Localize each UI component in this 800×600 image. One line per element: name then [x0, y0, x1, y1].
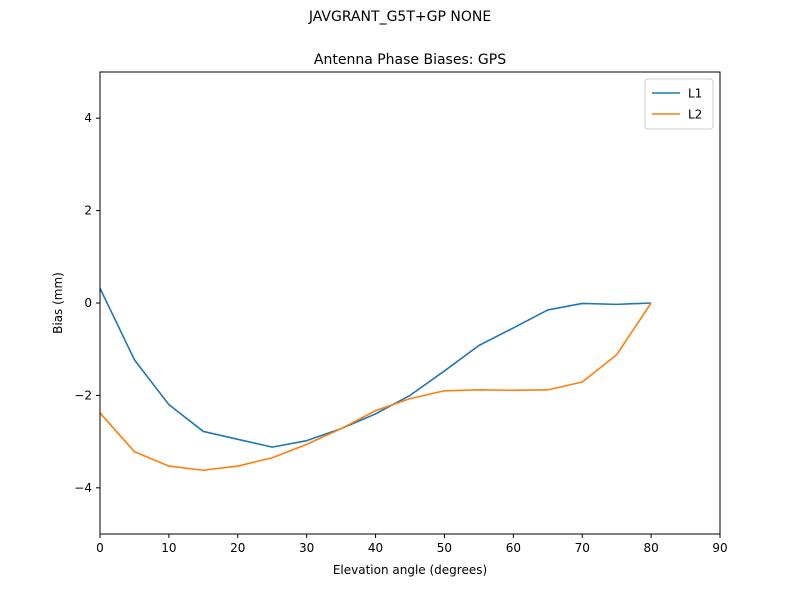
y-tick-label: −4 [74, 481, 92, 495]
x-tick-label: 30 [299, 541, 314, 555]
x-tick-label: 20 [230, 541, 245, 555]
axes-frame [99, 71, 721, 535]
y-tick-label: 4 [84, 111, 92, 125]
y-tick-label: −2 [74, 388, 92, 402]
x-tick-label: 70 [575, 541, 590, 555]
legend-box [644, 78, 714, 130]
y-axis: −4 −2 0 2 4 [74, 111, 100, 495]
y-tick-label: 2 [84, 204, 92, 218]
x-tick-label: 90 [712, 541, 727, 555]
legend-label-l2: L2 [688, 108, 702, 122]
x-tick-label: 10 [161, 541, 176, 555]
x-axis: 0 10 20 30 40 50 60 70 80 90 [96, 534, 728, 555]
x-tick-label: 80 [643, 541, 658, 555]
x-tick-label: 50 [437, 541, 452, 555]
legend-label-l1: L1 [688, 87, 702, 101]
x-tick-label: 60 [506, 541, 521, 555]
figure-suptitle: JAVGRANT_G5T+GP NONE [308, 9, 492, 25]
y-axis-label: Bias (mm) [51, 272, 65, 334]
y-tick-label: 0 [84, 296, 92, 310]
series-layer [99, 287, 652, 472]
chart-title: Antenna Phase Biases: GPS [314, 52, 506, 68]
x-tick-label: 0 [96, 541, 104, 555]
series-line-l2 [99, 302, 652, 472]
legend: L1 L2 [644, 78, 714, 130]
series-line-l1 [99, 287, 652, 448]
x-axis-label: Elevation angle (degrees) [333, 563, 487, 577]
x-tick-label: 40 [368, 541, 383, 555]
